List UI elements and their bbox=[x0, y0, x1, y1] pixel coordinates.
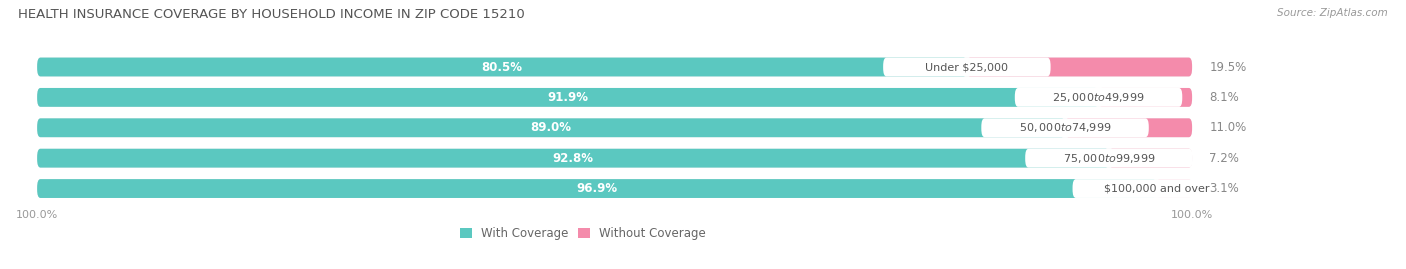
Text: 3.1%: 3.1% bbox=[1209, 182, 1239, 195]
Text: 8.1%: 8.1% bbox=[1209, 91, 1239, 104]
Text: Under $25,000: Under $25,000 bbox=[925, 62, 1008, 72]
Text: 100.0%: 100.0% bbox=[1171, 210, 1213, 220]
Text: HEALTH INSURANCE COVERAGE BY HOUSEHOLD INCOME IN ZIP CODE 15210: HEALTH INSURANCE COVERAGE BY HOUSEHOLD I… bbox=[18, 8, 524, 21]
FancyBboxPatch shape bbox=[883, 58, 1050, 76]
FancyBboxPatch shape bbox=[37, 149, 1192, 168]
Text: 11.0%: 11.0% bbox=[1209, 121, 1247, 134]
FancyBboxPatch shape bbox=[1156, 179, 1192, 198]
FancyBboxPatch shape bbox=[37, 118, 1066, 137]
Text: 100.0%: 100.0% bbox=[15, 210, 58, 220]
Text: 96.9%: 96.9% bbox=[576, 182, 617, 195]
FancyBboxPatch shape bbox=[37, 118, 1192, 137]
Text: $50,000 to $74,999: $50,000 to $74,999 bbox=[1019, 121, 1111, 134]
Text: 91.9%: 91.9% bbox=[547, 91, 588, 104]
Text: 89.0%: 89.0% bbox=[530, 121, 572, 134]
Legend: With Coverage, Without Coverage: With Coverage, Without Coverage bbox=[456, 222, 711, 245]
FancyBboxPatch shape bbox=[37, 149, 1109, 168]
FancyBboxPatch shape bbox=[1073, 179, 1240, 198]
FancyBboxPatch shape bbox=[1098, 88, 1192, 107]
FancyBboxPatch shape bbox=[1025, 149, 1192, 168]
FancyBboxPatch shape bbox=[37, 88, 1192, 107]
FancyBboxPatch shape bbox=[37, 179, 1192, 198]
FancyBboxPatch shape bbox=[1015, 88, 1182, 107]
Text: 19.5%: 19.5% bbox=[1209, 61, 1247, 73]
Text: Source: ZipAtlas.com: Source: ZipAtlas.com bbox=[1277, 8, 1388, 18]
FancyBboxPatch shape bbox=[1066, 118, 1192, 137]
Text: $100,000 and over: $100,000 and over bbox=[1104, 183, 1209, 194]
FancyBboxPatch shape bbox=[37, 88, 1098, 107]
FancyBboxPatch shape bbox=[37, 179, 1156, 198]
Text: 7.2%: 7.2% bbox=[1209, 152, 1239, 165]
FancyBboxPatch shape bbox=[1109, 149, 1192, 168]
FancyBboxPatch shape bbox=[37, 58, 1192, 76]
Text: 80.5%: 80.5% bbox=[481, 61, 523, 73]
FancyBboxPatch shape bbox=[967, 58, 1192, 76]
Text: $75,000 to $99,999: $75,000 to $99,999 bbox=[1063, 152, 1156, 165]
Text: 92.8%: 92.8% bbox=[553, 152, 593, 165]
Text: $25,000 to $49,999: $25,000 to $49,999 bbox=[1052, 91, 1144, 104]
FancyBboxPatch shape bbox=[37, 58, 967, 76]
FancyBboxPatch shape bbox=[981, 118, 1149, 137]
